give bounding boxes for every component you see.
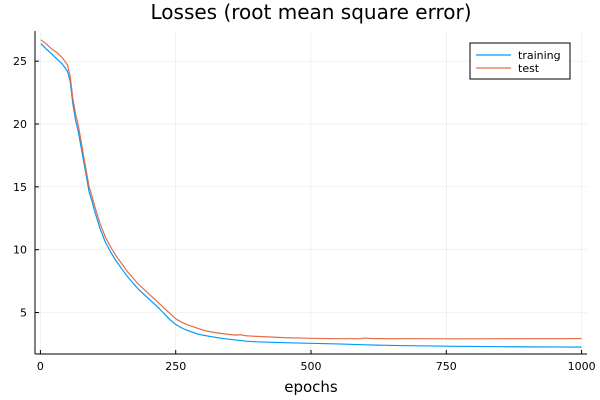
y-tick-label: 15 — [13, 181, 27, 194]
y-tick-label: 20 — [13, 118, 27, 131]
y-tick-label: 5 — [20, 307, 27, 320]
series-layer — [40, 39, 582, 348]
tick-labels: 0 250 500 750 1000 5 10 15 20 25 — [13, 55, 596, 373]
x-tick-label: 500 — [301, 360, 322, 373]
legend-label-test: test — [518, 62, 540, 75]
y-tick-label: 10 — [13, 244, 27, 257]
series-line-test — [40, 39, 582, 340]
x-tick-label: 750 — [436, 360, 457, 373]
axes — [34, 31, 587, 355]
chart-title: Losses (root mean square error) — [151, 0, 472, 24]
y-tick-label: 25 — [13, 55, 27, 68]
legend: training test — [469, 42, 571, 80]
x-tick-label: 250 — [165, 360, 186, 373]
series-line-training — [40, 43, 582, 348]
x-tick-label: 1000 — [568, 360, 596, 373]
legend-label-training: training — [518, 49, 561, 62]
legend-box — [469, 42, 571, 80]
x-axis-label: epochs — [284, 378, 338, 396]
x-tick-label: 0 — [37, 360, 44, 373]
